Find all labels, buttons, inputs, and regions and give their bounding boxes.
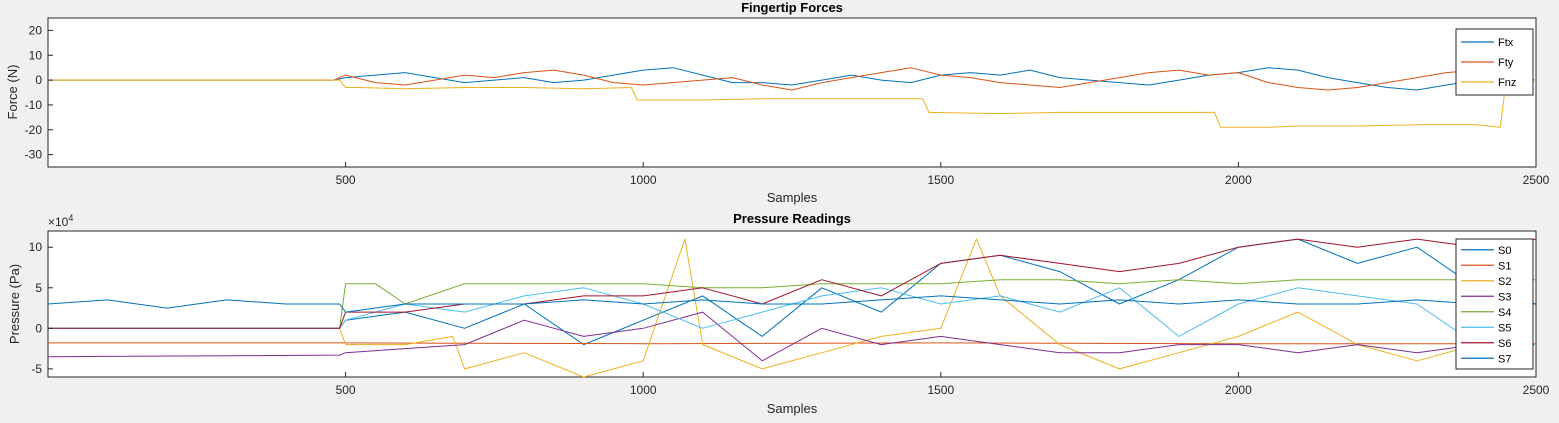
series-layer	[48, 67, 1537, 128]
ticks-layer: 500 1000 1500 2000 2500 -5 0 5 10	[29, 240, 1550, 397]
x-tick-label: 2000	[1225, 383, 1252, 397]
y-tick-label: 20	[29, 23, 43, 37]
legend: Ftx Fty Fnz	[1455, 28, 1534, 96]
legend-label: S2	[1498, 276, 1511, 288]
x-tick-label: 2500	[1523, 173, 1550, 187]
x-tick-label: 1000	[630, 173, 657, 187]
legend-label: Fnz	[1498, 77, 1516, 89]
chart-title: Fingertip Forces	[741, 0, 843, 15]
y-tick-label: 0	[35, 321, 42, 335]
y-axis-label: Pressure (Pa)	[7, 264, 22, 344]
legend: S0 S1 S2 S3 S4 S5 S6 S7	[1455, 238, 1534, 370]
x-tick-label: 2000	[1225, 173, 1252, 187]
series-line-s6	[48, 238, 1537, 329]
x-tick-label: 1500	[927, 173, 954, 187]
series-line-s2	[48, 238, 1536, 378]
y-axis-label: Force (N)	[5, 65, 20, 120]
x-tick-label: 1500	[927, 383, 954, 397]
legend-label: S1	[1498, 260, 1511, 272]
pressure-chart: Pressure Readings 500 1000 1500 2000 2500 -5 0…	[7, 211, 1550, 416]
legend-label: Fty	[1498, 57, 1514, 69]
y-tick-label: 5	[35, 281, 42, 295]
y-tick-label: 10	[29, 48, 43, 62]
series-line-s5	[48, 287, 1536, 346]
x-tick-label: 500	[336, 173, 356, 187]
ticks-layer: 500 1000 1500 2000 2500 -30 -20 -10 0 10 20	[25, 23, 1550, 187]
series-line-s3	[47, 311, 1536, 362]
chart-title: Pressure Readings	[733, 211, 851, 226]
y-exponent-label: ×104	[48, 213, 73, 229]
y-tick-label: 0	[35, 73, 42, 87]
series-layer	[47, 238, 1537, 378]
legend-label: S5	[1498, 322, 1511, 334]
y-tick-label: -10	[25, 98, 43, 112]
x-axis-label: Samples	[767, 401, 818, 416]
x-axis-label: Samples	[767, 190, 818, 205]
plot-area	[47, 17, 1537, 168]
series-line-fty	[48, 67, 1537, 91]
series-line-s7	[47, 295, 1536, 313]
series-line-ftx	[48, 67, 1537, 91]
legend-label: S3	[1498, 291, 1511, 303]
legend-label: S0	[1498, 245, 1511, 257]
series-line-fnz	[48, 79, 1536, 128]
series-line-s1	[48, 342, 1536, 345]
x-tick-label: 1000	[630, 383, 657, 397]
y-tick-label: -20	[25, 123, 43, 137]
series-line-s4	[48, 279, 1536, 329]
legend-label: S4	[1498, 307, 1511, 319]
y-tick-label: -30	[25, 148, 43, 162]
x-tick-label: 500	[336, 383, 356, 397]
legend-box	[1455, 238, 1534, 370]
y-tick-label: 10	[29, 240, 43, 254]
y-tick-label: -5	[31, 362, 42, 376]
series-line-s0	[48, 238, 1537, 346]
legend-label: S7	[1498, 353, 1511, 365]
legend-label: S6	[1498, 338, 1511, 350]
force-chart: Fingertip Forces 500 1000 1500 2000 2500 -30 -…	[5, 0, 1550, 205]
x-tick-label: 2500	[1523, 383, 1550, 397]
legend-label: Ftx	[1498, 37, 1514, 49]
